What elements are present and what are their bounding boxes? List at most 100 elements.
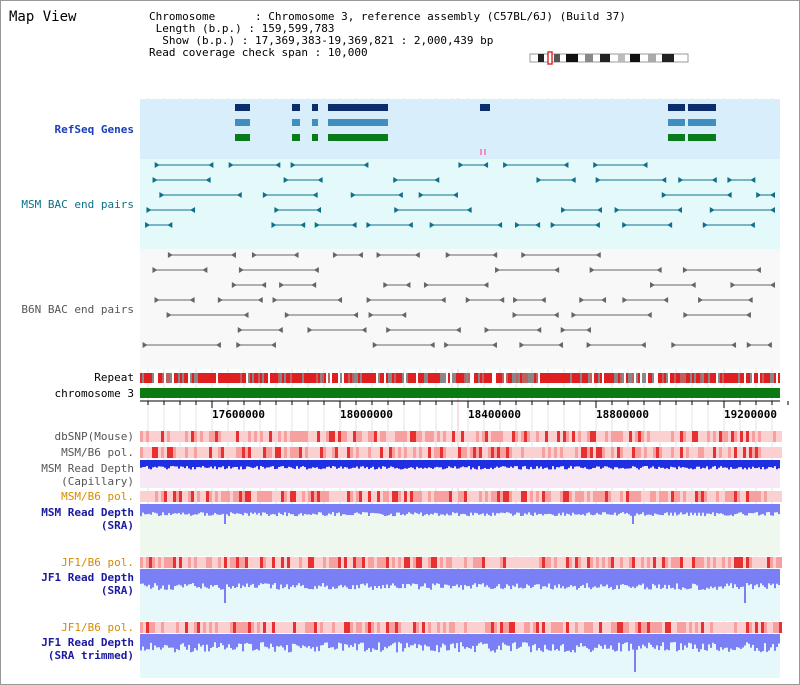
depth-bar [688, 634, 690, 643]
depth-bar [210, 460, 212, 467]
depth-bar [396, 460, 398, 468]
pol-segment [200, 622, 203, 633]
depth-bar [150, 634, 152, 643]
depth-bar [142, 504, 144, 513]
pol-segment [509, 447, 512, 458]
depth-bar [304, 634, 306, 647]
jf1-read-depth-trimmed-track[interactable] [140, 634, 780, 678]
depth-bar [682, 504, 684, 515]
depth-bar [470, 504, 472, 513]
pol-segment [677, 622, 680, 633]
pol-segment [440, 491, 443, 502]
msm-b6-pol-label-2: MSM/B6 pol. [61, 490, 134, 503]
b6n-bac-pair [663, 297, 669, 303]
depth-bar [458, 634, 460, 652]
depth-bar [750, 460, 752, 469]
depth-bar [242, 504, 244, 516]
pol-segment [236, 622, 239, 633]
pol-segment [398, 622, 401, 633]
repeat-block [756, 373, 758, 383]
depth-bar [630, 460, 632, 469]
dbsnp-track[interactable] [140, 431, 782, 443]
chromosome-bar[interactable] [140, 388, 780, 398]
refseq-label[interactable]: RefSeq Genes [54, 123, 134, 136]
depth-bar [522, 504, 524, 516]
depth-bar [174, 634, 176, 653]
depth-bar [706, 569, 708, 588]
msm-b6-pol-track[interactable] [140, 447, 782, 459]
dbsnp-segment [242, 431, 245, 442]
depth-bar [662, 569, 664, 588]
b6n-bac-pair [484, 327, 490, 333]
jf1-read-depth-sra-track[interactable] [140, 569, 780, 621]
msm-bac-label[interactable]: MSM BAC end pairs [21, 198, 134, 211]
pol-segment [647, 622, 650, 633]
repeat-track[interactable] [140, 373, 780, 383]
depth-bar [734, 504, 736, 515]
pol-segment [605, 447, 608, 458]
chromosome-ideogram[interactable] [529, 51, 689, 65]
depth-bar [590, 569, 592, 590]
repeat-block [342, 373, 344, 383]
msm-bac-track[interactable] [140, 159, 780, 249]
depth-bar [734, 460, 736, 469]
depth-bar [718, 634, 720, 651]
b6n-bac-label[interactable]: B6N BAC end pairs [21, 303, 134, 316]
depth-bar [776, 504, 778, 513]
depth-bar [274, 634, 276, 652]
depth-bar [282, 504, 284, 516]
repeat-block [294, 373, 296, 383]
depth-bar [492, 460, 494, 470]
pol-segment [686, 557, 689, 568]
b6n-bac-track[interactable] [140, 249, 780, 369]
depth-bar [292, 634, 294, 644]
pol-segment [674, 557, 677, 568]
pol-segment [197, 622, 200, 633]
pol-segment [428, 622, 431, 633]
msm-read-depth-sra-track[interactable] [140, 504, 780, 556]
depth-bar [434, 634, 436, 652]
pol-segment [275, 447, 278, 458]
dbsnp-segment [311, 431, 314, 442]
repeat-block [356, 373, 358, 383]
repeat-block [446, 373, 448, 383]
depth-bar [452, 504, 454, 513]
pol-segment [188, 622, 191, 633]
jf1-b6-pol-track-2[interactable] [140, 622, 782, 634]
repeat-block [214, 373, 216, 383]
pol-segment [755, 557, 758, 568]
pol-segment [164, 622, 167, 633]
pol-segment [362, 491, 365, 502]
pol-segment [308, 447, 311, 458]
depth-bar [306, 634, 308, 648]
depth-bar [176, 634, 178, 650]
msm-b6-pol-track-2[interactable] [140, 491, 782, 503]
pol-segment [656, 557, 659, 568]
depth-bar [200, 460, 202, 468]
pol-segment [377, 491, 380, 502]
depth-bar [432, 634, 434, 651]
depth-bar [284, 569, 286, 588]
pol-segment [776, 622, 779, 633]
refseq-genes-track[interactable] [140, 99, 780, 159]
depth-bar [252, 569, 254, 584]
depth-bar [608, 504, 610, 515]
pol-segment [329, 622, 332, 633]
pol-segment [224, 491, 227, 502]
pol-segment [338, 557, 341, 568]
repeat-block [268, 373, 270, 383]
pol-segment [191, 622, 194, 633]
dbsnp-segment [233, 431, 236, 442]
msm-read-depth-capillary-track[interactable] [140, 460, 780, 488]
pol-segment [434, 491, 437, 502]
depth-bar [236, 460, 238, 467]
depth-bar [408, 634, 410, 648]
pol-segment [197, 447, 200, 458]
repeat-block [548, 373, 550, 383]
depth-bar [352, 634, 354, 647]
depth-bar [520, 569, 522, 588]
depth-bar [202, 460, 204, 467]
depth-bar [486, 569, 488, 586]
jf1-b6-pol-track[interactable] [140, 557, 782, 569]
repeat-block [642, 373, 644, 383]
